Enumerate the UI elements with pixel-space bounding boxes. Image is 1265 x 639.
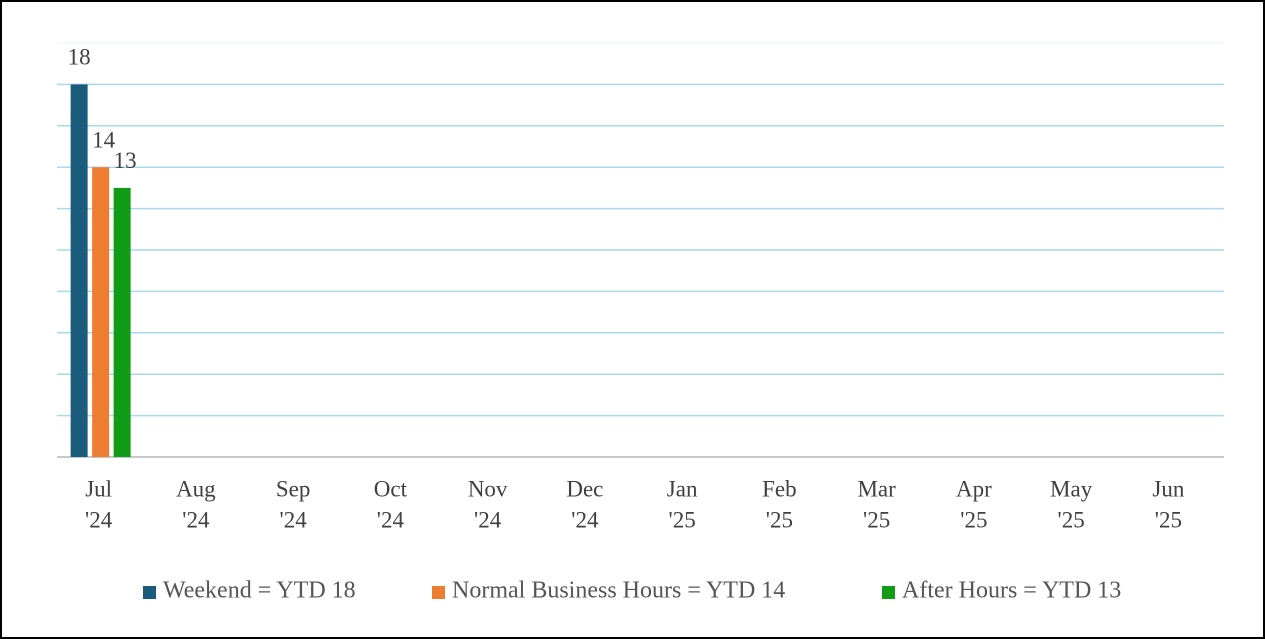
- x-tick-label: Aug: [176, 476, 216, 501]
- x-tick-label: '24: [377, 507, 405, 532]
- legend-label: Normal Business Hours = YTD 14: [452, 578, 785, 604]
- data-label: 18: [68, 45, 91, 70]
- x-tick-label: '25: [960, 507, 987, 532]
- x-tick-label: '25: [863, 507, 890, 532]
- legend-swatch: [143, 586, 156, 599]
- legend-label: Weekend = YTD 18: [163, 578, 356, 604]
- x-tick-label: Apr: [956, 476, 992, 501]
- x-tick-label: Jul: [85, 476, 112, 501]
- legend-label: After Hours = YTD 13: [902, 578, 1121, 604]
- x-tick-label: Dec: [566, 476, 603, 501]
- legend-swatch: [882, 586, 895, 599]
- data-label: 13: [114, 148, 137, 173]
- bar: [113, 187, 131, 457]
- x-tick-label: '24: [182, 507, 210, 532]
- x-tick-label: Jun: [1152, 476, 1184, 501]
- x-tick-label: Oct: [374, 476, 408, 501]
- x-tick-label: Sep: [276, 476, 311, 501]
- x-tick-label: '24: [85, 507, 113, 532]
- x-tick-label: '24: [280, 507, 308, 532]
- legend-swatch: [432, 586, 445, 599]
- x-tick-label: Nov: [468, 476, 508, 501]
- data-label: 14: [92, 127, 116, 152]
- x-tick-label: '25: [1058, 507, 1085, 532]
- x-tick-label: Mar: [857, 476, 896, 501]
- x-tick-label: '24: [571, 507, 599, 532]
- x-tick-label: May: [1050, 476, 1093, 501]
- x-tick-label: '25: [766, 507, 793, 532]
- bar: [92, 167, 110, 457]
- x-tick-label: '24: [474, 507, 502, 532]
- x-tick-label: Feb: [762, 476, 797, 501]
- x-tick-label: '25: [669, 507, 696, 532]
- x-tick-label: '25: [1155, 507, 1182, 532]
- bar: [70, 84, 88, 458]
- x-tick-label: Jan: [667, 476, 698, 501]
